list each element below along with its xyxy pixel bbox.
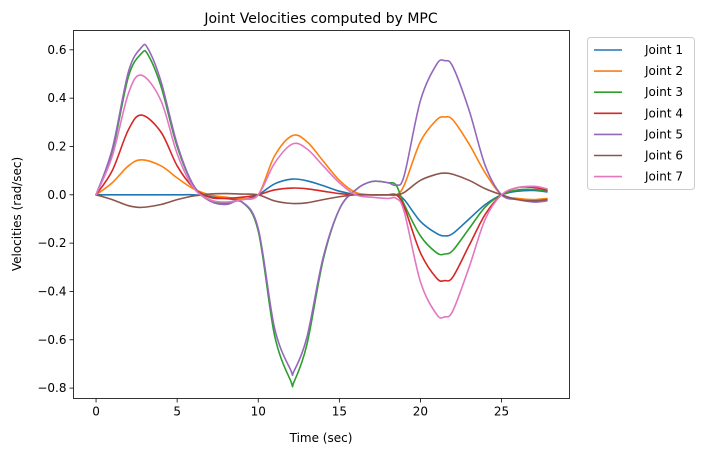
y-axis-label: Velocities (rad/sec): [10, 157, 24, 271]
series-line-joint-5: [95, 43, 548, 377]
x-axis-ticks: 0 5 10 15 20 25: [92, 398, 509, 419]
y-tick-label: 0.4: [47, 91, 66, 105]
y-tick-label: −0.8: [37, 381, 66, 395]
legend-items: Joint 1 Joint 2 Joint 3 Joint 4 Joint 5 Joint…: [594, 43, 683, 184]
series-line-joint-7: [95, 74, 548, 319]
chart-title: Joint Velocities computed by MPC: [203, 11, 438, 27]
y-axis-ticks: −0.8 −0.6 −0.4 −0.2 0.0 0.2 0.4 0.6: [37, 43, 74, 395]
x-tick-label: 20: [413, 405, 428, 419]
y-tick-label: 0.0: [47, 188, 66, 202]
legend-label-joint-6: Joint 6: [644, 149, 683, 163]
legend-label-joint-3: Joint 3: [644, 85, 683, 99]
y-tick-label: −0.2: [37, 236, 66, 250]
y-tick-label: −0.6: [37, 333, 66, 347]
x-tick-label: 15: [332, 405, 347, 419]
legend-label-joint-4: Joint 4: [644, 106, 683, 120]
x-tick-label: 10: [251, 405, 266, 419]
y-tick-label: −0.4: [37, 284, 66, 298]
legend-label-joint-1: Joint 1: [644, 43, 683, 57]
plot-frame: [73, 30, 570, 399]
series-line-joint-4: [95, 114, 548, 282]
legend: Joint 1 Joint 2 Joint 3 Joint 4 Joint 5 Joint…: [587, 37, 695, 190]
x-tick-label: 5: [173, 405, 181, 419]
series-line-joint-2: [95, 115, 548, 201]
legend-label-joint-2: Joint 2: [644, 64, 683, 78]
y-tick-label: 0.2: [47, 139, 66, 153]
series-line-joint-1: [95, 178, 548, 237]
legend-label-joint-5: Joint 5: [644, 127, 683, 141]
legend-label-joint-7: Joint 7: [644, 170, 683, 184]
x-tick-label: 25: [494, 405, 509, 419]
y-tick-label: 0.6: [47, 43, 66, 57]
x-axis-label: Time (sec): [289, 431, 353, 445]
plot-lines: [95, 43, 548, 388]
series-line-joint-6: [95, 172, 548, 209]
legend-frame: [587, 37, 695, 190]
x-tick-label: 0: [92, 405, 100, 419]
